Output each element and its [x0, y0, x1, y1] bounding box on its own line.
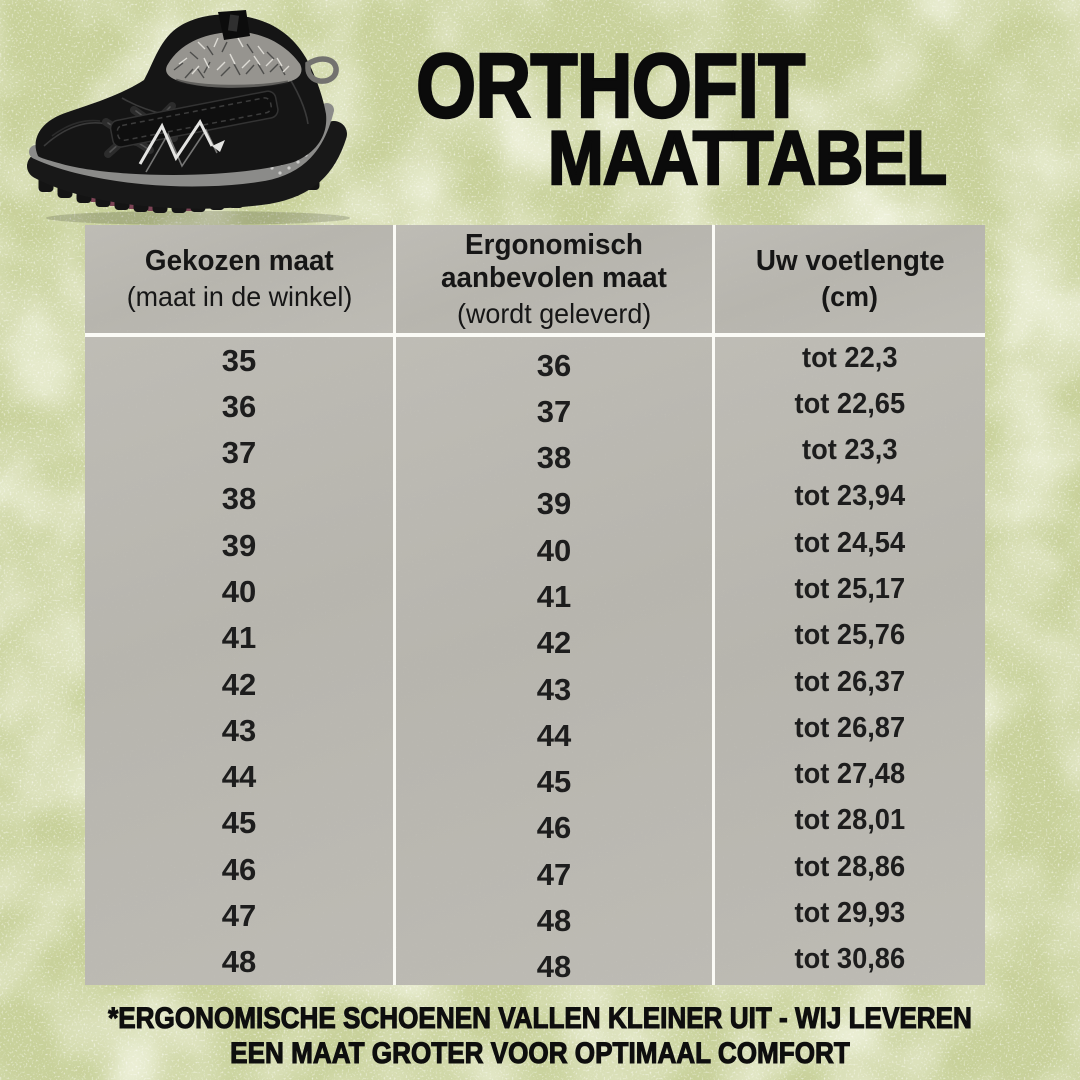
table-cell-chosen: 41 — [221, 620, 257, 656]
logo-zigzag-echo — [145, 128, 218, 173]
table-cell-chosen: 48 — [221, 944, 257, 980]
column-header-chosen-size: Gekozen maat (maat in de winkel) — [85, 225, 393, 333]
table-cell-foot_length: tot 25,76 — [794, 619, 906, 652]
table-cell-chosen: 39 — [221, 527, 257, 563]
table-cell-foot_length: tot 30,86 — [794, 943, 906, 976]
table-cell-foot_length: tot 22,3 — [802, 341, 898, 374]
table-cell-delivered: 48 — [536, 949, 572, 985]
fur-texture — [173, 37, 290, 79]
footnote: *ERGONOMISCHE SCHOENEN VALLEN KLEINER UI… — [0, 1001, 1080, 1071]
column-title: Gekozen maat — [144, 245, 334, 277]
footnote-line2: EEN MAAT GROTER VOOR OPTIMAAL COMFORT — [230, 1036, 851, 1070]
tongue-label — [227, 14, 240, 32]
product-photo-boot-image — [27, 10, 350, 225]
column-header-recommended-size: Ergonomisch aanbevolen maat (wordt gelev… — [396, 225, 712, 333]
table-cell-delivered: 45 — [536, 764, 572, 800]
outsole — [27, 121, 347, 209]
shoe-shadow — [46, 211, 350, 225]
table-cell-foot_length: tot 26,37 — [794, 665, 906, 698]
table-cell-delivered: 42 — [536, 625, 572, 661]
table-cell-chosen: 42 — [221, 666, 257, 702]
table-cell-chosen: 45 — [221, 805, 257, 841]
table-cell-foot_length: tot 24,54 — [794, 526, 906, 559]
table-column-foot-length: tot 22,3 tot 22,65 tot 23,3 tot 23,94 tot 24… — [715, 337, 985, 985]
table-cell-foot_length: tot 26,87 — [794, 711, 906, 744]
logo-arrowhead — [212, 140, 225, 152]
table-cell-delivered: 37 — [536, 393, 572, 429]
table-cell-foot_length: tot 23,3 — [802, 434, 898, 467]
table-cell-chosen: 38 — [221, 481, 257, 517]
column-header-foot-length: Uw voetlengte (cm) — [715, 225, 985, 333]
table-cell-chosen: 46 — [221, 851, 257, 887]
table-cell-delivered: 48 — [536, 903, 572, 939]
table-cell-chosen: 35 — [221, 342, 257, 378]
table-cell-delivered: 47 — [536, 856, 572, 892]
column-subtitle: (maat in de winkel) — [126, 281, 352, 312]
table-column-chosen-size: 35 36 37 38 39 40 41 42 43 44 45 46 47 48 — [85, 337, 393, 985]
table-cell-delivered: 40 — [536, 532, 572, 568]
page-title-line1: ORTHOFIT — [415, 36, 806, 137]
table-column-recommended-size: 36 37 38 39 40 41 42 43 44 45 46 47 48 48 — [396, 337, 712, 985]
fur-shadow — [175, 78, 289, 88]
column-subtitle: (wordt geleverd) — [456, 297, 652, 329]
table-cell-foot_length: tot 28,01 — [794, 804, 906, 837]
column-subtitle: (cm) — [821, 281, 879, 312]
table-cell-foot_length: tot 29,93 — [794, 897, 906, 930]
table-cell-chosen: 37 — [221, 435, 257, 471]
table-cell-chosen: 40 — [221, 574, 257, 610]
table-cell-foot_length: tot 28,86 — [794, 850, 906, 883]
column-title: Uw voetlengte — [755, 245, 945, 277]
fur-collar — [166, 31, 302, 88]
table-cell-delivered: 38 — [536, 440, 572, 476]
table-cell-delivered: 46 — [536, 810, 572, 846]
table-cell-delivered: 39 — [536, 486, 572, 522]
page-title-line2: MAATTABEL — [547, 116, 948, 201]
column-title: Ergonomisch aanbevolen maat — [441, 228, 667, 294]
table-cell-chosen: 43 — [221, 712, 257, 748]
table-cell-delivered: 41 — [536, 579, 572, 615]
table-cell-chosen: 36 — [221, 388, 257, 424]
table-cell-delivered: 36 — [536, 347, 572, 383]
table-cell-foot_length: tot 23,94 — [794, 480, 906, 513]
heel-loop — [305, 56, 339, 84]
table-cell-foot_length: tot 25,17 — [794, 573, 906, 606]
logo-zigzag — [138, 119, 214, 165]
table-cell-delivered: 44 — [536, 717, 572, 753]
table-cell-foot_length: tot 22,65 — [794, 387, 906, 420]
footnote-line1: *ERGONOMISCHE SCHOENEN VALLEN KLEINER UI… — [108, 1001, 973, 1035]
table-cell-delivered: 43 — [536, 671, 572, 707]
size-table: Gekozen maat (maat in de winkel) Ergonom… — [85, 225, 985, 985]
table-cell-chosen: 47 — [221, 898, 257, 934]
table-cell-chosen: 44 — [221, 759, 257, 795]
table-cell-foot_length: tot 27,48 — [794, 758, 906, 791]
